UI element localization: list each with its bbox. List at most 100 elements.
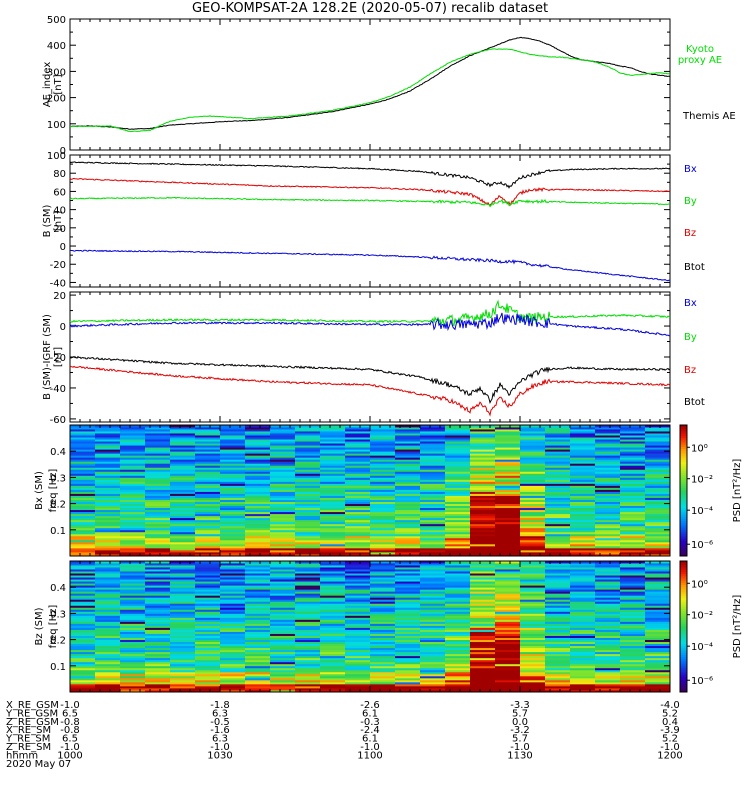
spectrogram-cell xyxy=(220,491,246,494)
spectrogram-cell xyxy=(370,501,396,504)
spectrogram-cell xyxy=(320,663,346,667)
spectrogram-cell xyxy=(220,529,246,533)
spectrogram-cell xyxy=(295,603,321,606)
spectrogram-cell xyxy=(345,597,371,600)
spectrogram-cell xyxy=(195,543,221,547)
spectrogram-cell xyxy=(120,595,146,598)
spectrogram-cell xyxy=(170,689,196,693)
spectrogram-cell xyxy=(495,619,521,622)
ephemeris-value: -3.2 xyxy=(510,725,530,736)
spectrogram-cell xyxy=(245,601,271,604)
colorbar-segment xyxy=(680,507,687,511)
spectrogram-cell xyxy=(545,609,571,612)
spectrogram-cell xyxy=(295,425,321,428)
y-axis-unit: [nT] xyxy=(53,74,64,94)
spectrogram-cell xyxy=(270,579,296,582)
y-axis-label: AE_index xyxy=(42,62,53,108)
spectrogram-cell xyxy=(545,471,571,474)
spectrogram-cell xyxy=(445,651,471,655)
spectrogram-cell xyxy=(70,689,96,693)
spectrogram-cell xyxy=(495,659,521,663)
spectrogram-cell xyxy=(420,631,446,634)
spectrogram-cell xyxy=(520,667,546,671)
spectrogram-cell xyxy=(345,579,371,582)
spectrogram-cell xyxy=(220,481,246,484)
spectrogram-cell xyxy=(195,505,221,509)
spectrogram-cell xyxy=(120,619,146,622)
spectrogram-cell xyxy=(70,621,96,624)
spectrogram-cell xyxy=(620,661,646,665)
series-line-by xyxy=(69,299,671,327)
spectrogram-cell xyxy=(320,579,346,582)
spectrogram-cell xyxy=(70,431,96,434)
spectrogram-cell xyxy=(70,459,96,462)
colorbar-segment xyxy=(680,427,687,430)
spectrogram-cell xyxy=(320,641,346,645)
ephemeris-value: -1.0 xyxy=(510,742,530,753)
spectrogram-cell xyxy=(95,639,121,643)
spectrogram-cell xyxy=(170,463,196,466)
spectrogram-cell xyxy=(220,599,246,602)
spectrogram-cell xyxy=(345,537,371,541)
colorbar-segment xyxy=(680,639,687,643)
spectrogram-cell xyxy=(345,583,371,586)
spectrogram-cell xyxy=(195,607,221,610)
spectrogram-cell xyxy=(220,549,246,553)
spectrogram-cell xyxy=(645,465,671,468)
spectrogram-cell xyxy=(70,641,96,645)
spectrogram-cell xyxy=(120,641,146,645)
spectrogram-cell xyxy=(320,543,346,547)
spectrogram-cell xyxy=(345,447,371,450)
spectrogram-cell xyxy=(295,599,321,602)
spectrogram-cell xyxy=(595,521,621,525)
spectrogram-cell xyxy=(345,631,371,634)
spectrogram-cell xyxy=(245,615,271,618)
spectrogram-cell xyxy=(170,659,196,663)
spectrogram-cell xyxy=(420,505,446,509)
spectrogram-cell xyxy=(595,617,621,620)
spectrogram-cell xyxy=(245,575,271,578)
ephemeris-value: 6.5 xyxy=(62,734,78,745)
spectrogram-cell xyxy=(70,535,96,539)
spectrogram-cell xyxy=(645,657,671,661)
spectrogram-cell xyxy=(270,497,296,500)
spectrogram-cell xyxy=(195,629,221,632)
spectrogram-cell xyxy=(570,459,596,462)
spectrogram-cell xyxy=(620,491,646,494)
spectrogram-cell xyxy=(620,469,646,472)
spectrogram-cell xyxy=(120,687,146,691)
spectrogram-cell xyxy=(345,527,371,531)
spectrogram-cell xyxy=(120,679,146,683)
spectrogram-cell xyxy=(520,587,546,590)
spectrogram-cell xyxy=(295,489,321,492)
spectrogram-cell xyxy=(420,491,446,494)
spectrogram-cell xyxy=(170,447,196,450)
spectrogram-cell xyxy=(570,655,596,659)
spectrogram-cell xyxy=(520,427,546,430)
spectrogram-cell xyxy=(395,465,421,468)
spectrogram-cell xyxy=(370,457,396,460)
spectrogram-cell xyxy=(295,683,321,687)
colorbar-tick-label: 10⁻⁴ xyxy=(691,506,713,517)
y-tick-label: 500 xyxy=(47,15,66,26)
spectrogram-cell xyxy=(470,505,496,509)
spectrogram-cell xyxy=(70,515,96,519)
spectrogram-cell xyxy=(645,525,671,529)
spectrogram-cell xyxy=(170,525,196,529)
spectrogram-cell xyxy=(170,595,196,598)
spectrogram-cell xyxy=(395,605,421,608)
spectrogram-cell xyxy=(395,481,421,484)
spectrogram-cell xyxy=(570,529,596,533)
spectrogram-cell xyxy=(470,589,496,592)
spectrogram-cell xyxy=(95,463,121,466)
spectrogram-cell xyxy=(445,683,471,687)
spectrogram-cell xyxy=(545,433,571,436)
spectrogram-cell xyxy=(295,573,321,576)
spectrogram-cell xyxy=(620,537,646,541)
spectrogram-cell xyxy=(645,589,671,592)
spectrogram-cell xyxy=(645,637,671,640)
spectrogram-cell xyxy=(620,613,646,616)
spectrogram-cell xyxy=(570,625,596,628)
spectrogram-cell xyxy=(145,571,171,574)
